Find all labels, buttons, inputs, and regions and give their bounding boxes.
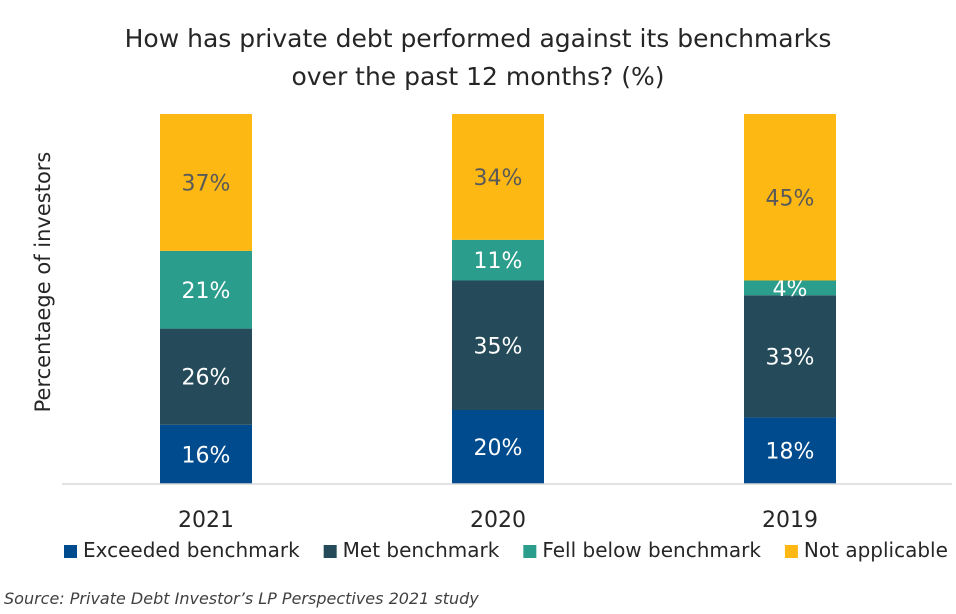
chart-title-line-2: over the past 12 months? (%) xyxy=(291,62,664,91)
x-axis-ticks: 2021 2020 2019 xyxy=(178,508,818,533)
bar-segment-2021-met-benchmark xyxy=(160,328,252,425)
legend-label-not-applicable: Not applicable xyxy=(804,538,948,562)
x-tick-label-2021: 2021 xyxy=(178,508,234,533)
legend-swatch-not-applicable xyxy=(784,545,798,558)
legend: Exceeded benchmark Met benchmark Fell belo… xyxy=(64,538,948,562)
x-tick-label-2019: 2019 xyxy=(762,508,818,533)
legend-swatch-fell-below-benchmark xyxy=(523,545,537,558)
legend-swatch-exceeded-benchmark xyxy=(64,545,77,558)
chart-title-line-1: How has private debt performed against i… xyxy=(125,24,832,53)
bar-segment-2020-met-benchmark xyxy=(452,280,544,410)
bars-group: 16% 26% 21% 37% 20% 35% 11% 34% 18% 33% 4% 45% xyxy=(160,114,836,484)
bar-segment-2021-fell-below-benchmark xyxy=(160,250,252,329)
data-label-2019-met-benchmark: 33% xyxy=(766,345,815,370)
data-label-2019-exceeded-benchmark: 18% xyxy=(766,440,815,465)
bar-segment-2019-fell-below-benchmark xyxy=(744,280,836,296)
bar-segment-2019-not-applicable xyxy=(744,114,836,281)
data-label-2019-fell-below-benchmark: 4% xyxy=(773,277,808,302)
x-tick-label-2020: 2020 xyxy=(470,508,526,533)
data-label-2019-not-applicable: 45% xyxy=(766,186,815,211)
y-axis-label: Percentaege of investors xyxy=(31,152,55,413)
data-label-2021-met-benchmark: 26% xyxy=(182,366,231,391)
data-label-2020-not-applicable: 34% xyxy=(474,166,523,191)
bar-segment-2020-fell-below-benchmark xyxy=(452,239,544,281)
bar-segment-2020-exceeded-benchmark xyxy=(452,410,544,484)
data-label-2021-fell-below-benchmark: 21% xyxy=(182,279,231,304)
legend-label-exceeded-benchmark: Exceeded benchmark xyxy=(83,538,300,562)
bar-segment-2020-not-applicable xyxy=(452,114,544,240)
data-label-2021-exceeded-benchmark: 16% xyxy=(182,443,231,468)
data-label-2020-exceeded-benchmark: 20% xyxy=(474,436,523,461)
chart-title: How has private debt performed against i… xyxy=(125,24,832,91)
bar-segment-2019-exceeded-benchmark xyxy=(744,417,836,484)
bar-segment-2021-not-applicable xyxy=(160,114,252,251)
bar-segment-2019-met-benchmark xyxy=(744,295,836,418)
legend-swatch-met-benchmark xyxy=(323,545,337,558)
bar-segment-2021-exceeded-benchmark xyxy=(160,424,252,484)
data-label-2021-not-applicable: 37% xyxy=(182,171,231,196)
data-label-2020-met-benchmark: 35% xyxy=(474,334,523,359)
legend-label-fell-below-benchmark: Fell below benchmark xyxy=(542,538,761,562)
legend-label-met-benchmark: Met benchmark xyxy=(343,538,500,562)
data-label-2020-fell-below-benchmark: 11% xyxy=(474,249,523,274)
source-note: Source: Private Debt Investor’s LP Persp… xyxy=(4,589,479,608)
